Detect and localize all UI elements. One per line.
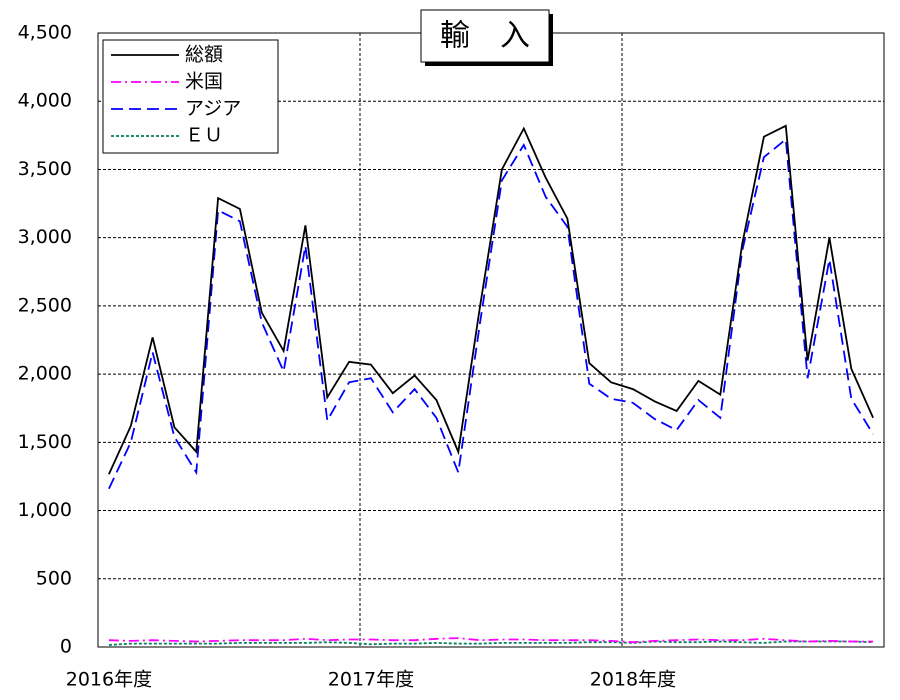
series-line bbox=[108, 124, 874, 475]
x-tick-label: 2017年度 bbox=[328, 669, 414, 691]
chart-title: 輸 入 bbox=[440, 19, 530, 54]
y-tick-label: 4,000 bbox=[18, 90, 72, 112]
y-tick-label: 1,500 bbox=[18, 431, 72, 453]
y-tick-label: 4,500 bbox=[18, 22, 72, 44]
legend-label: 総額 bbox=[185, 44, 223, 66]
series-line bbox=[108, 137, 874, 490]
y-tick-label: 3,000 bbox=[18, 226, 72, 248]
y-tick-label: 2,500 bbox=[18, 294, 72, 316]
y-tick-label: 2,000 bbox=[18, 363, 72, 385]
legend-box bbox=[102, 39, 279, 154]
y-tick-label: 3,500 bbox=[18, 158, 72, 180]
series-line bbox=[108, 637, 874, 644]
y-tick-label: 500 bbox=[36, 567, 72, 589]
title-box bbox=[420, 9, 550, 63]
x-tick-label: 2016年度 bbox=[66, 669, 152, 691]
series-line bbox=[108, 640, 874, 646]
x-tick-label: 2018年度 bbox=[590, 669, 676, 691]
y-tick-label: 1,000 bbox=[18, 499, 72, 521]
legend-label: 米国 bbox=[185, 71, 223, 93]
legend-label: アジア bbox=[185, 98, 241, 120]
y-tick-label: 0 bbox=[60, 636, 72, 658]
legend-label: ＥＵ bbox=[185, 125, 223, 147]
